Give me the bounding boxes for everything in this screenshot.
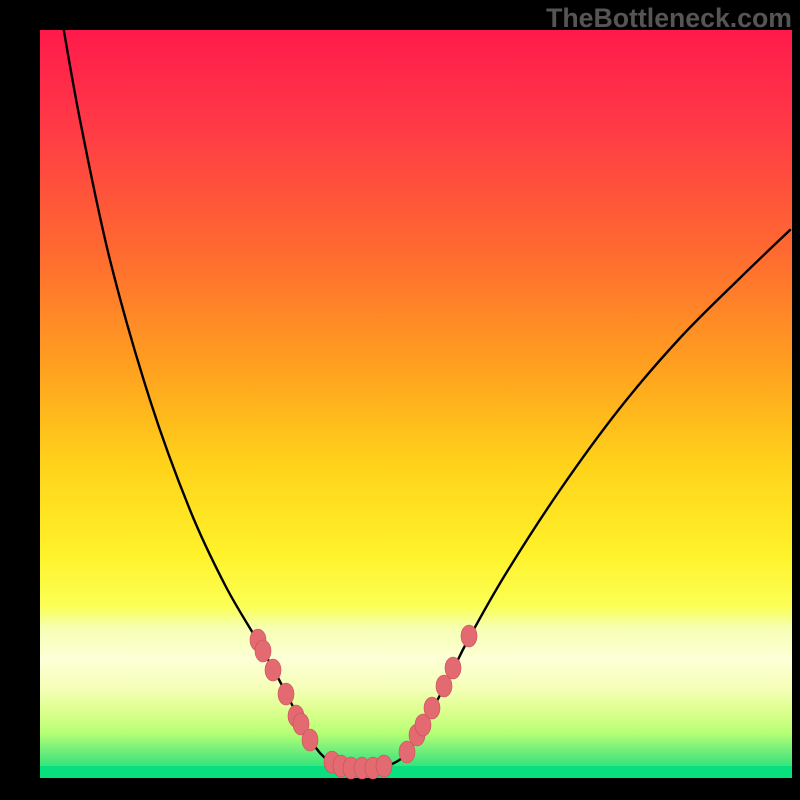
green-band <box>40 766 792 778</box>
curve-marker <box>265 659 281 681</box>
curve-marker <box>255 640 271 662</box>
plot-area <box>40 30 792 778</box>
curve-marker <box>302 729 318 751</box>
curve-marker <box>445 657 461 679</box>
curve-marker <box>278 683 294 705</box>
outer-frame: TheBottleneck.com <box>0 0 800 800</box>
curve-marker <box>424 697 440 719</box>
curve-marker <box>461 625 477 647</box>
plot-svg <box>0 0 800 800</box>
curve-marker <box>376 755 392 777</box>
watermark-text: TheBottleneck.com <box>546 3 792 34</box>
